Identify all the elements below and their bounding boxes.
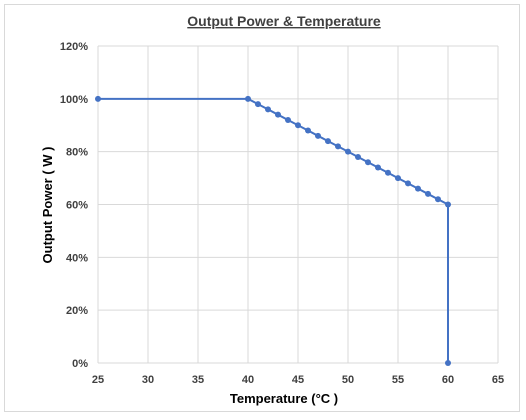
y-tick-label: 120% (60, 41, 88, 53)
x-tick-label: 50 (342, 374, 354, 386)
series-group (95, 95, 451, 366)
data-point (285, 116, 291, 123)
y-axis-label: Output Power ( W ) (40, 147, 55, 264)
y-tick-label: 40% (66, 252, 88, 264)
data-point (435, 196, 441, 203)
data-point (315, 132, 321, 139)
x-tick-labels: 25 30 35 40 45 50 55 60 65 (92, 374, 504, 386)
data-point (325, 138, 331, 145)
y-tick-label: 100% (60, 94, 88, 106)
x-tick-label: 25 (92, 374, 104, 386)
data-point (295, 122, 301, 129)
x-tick-label: 60 (442, 374, 454, 386)
y-tick-label: 60% (66, 200, 88, 212)
series-line (98, 97, 449, 363)
data-point (255, 101, 261, 108)
y-tick-label: 0% (72, 358, 88, 370)
data-point (355, 153, 361, 160)
chart-title: Output Power & Temperature (187, 13, 381, 29)
x-axis-label: Temperature (°C ) (230, 391, 338, 406)
x-tick-label: 30 (142, 374, 154, 386)
data-point (305, 127, 311, 134)
data-point (405, 180, 411, 187)
data-point (365, 159, 371, 166)
data-point (345, 148, 351, 155)
chart-frame (4, 4, 520, 412)
x-tick-label: 65 (492, 374, 504, 386)
data-point (445, 201, 451, 208)
data-point (425, 190, 431, 197)
x-tick-label: 55 (392, 374, 404, 386)
data-point (445, 360, 451, 366)
y-tick-labels: 0% 20% 40% 60% 80% 100% 120% (60, 41, 88, 370)
data-point (415, 185, 421, 192)
data-point (395, 175, 401, 182)
y-tick-label: 20% (66, 305, 88, 317)
data-point (265, 106, 271, 113)
gridlines (97, 45, 499, 364)
y-tick-label: 80% (66, 147, 88, 159)
x-tick-label: 45 (292, 374, 304, 386)
data-point (375, 164, 381, 171)
x-tick-label: 40 (242, 374, 254, 386)
data-point (275, 111, 281, 118)
data-point (335, 143, 341, 150)
data-point (385, 169, 391, 176)
x-tick-label: 35 (192, 374, 204, 386)
data-point (245, 95, 251, 102)
data-point (95, 95, 101, 102)
